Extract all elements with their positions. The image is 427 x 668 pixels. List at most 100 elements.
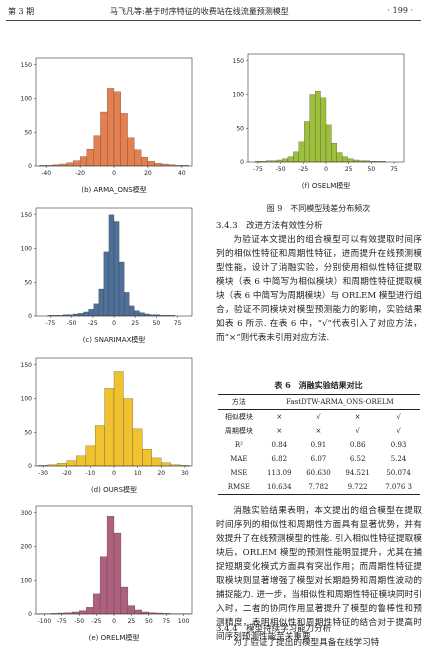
- x-tick-label: 25: [128, 618, 136, 625]
- x-tick-label: -25: [298, 166, 308, 173]
- x-tick-label: 0: [112, 618, 116, 625]
- bar: [124, 292, 130, 317]
- x-tick-label: 75: [162, 618, 170, 625]
- header-title: 马飞凡等:基于时序特征的收费站在线流量预测模型: [110, 7, 289, 16]
- table-cell: 周期模块: [224, 427, 253, 435]
- bar: [66, 460, 77, 467]
- bar: [83, 311, 89, 317]
- y-tick-label: 50: [24, 129, 32, 136]
- y-tick-label: 0: [28, 611, 32, 618]
- table-header: 方法 FastDTW-ARMA_ONS-ORELM: [218, 394, 420, 410]
- chart: -75 -50 -25 0 25 50 75 0 50 100 150 (c) SNARIMAX模型: [4, 202, 204, 350]
- table-row: RMSE 10.634 7.782 9.722 7.076 3: [218, 480, 420, 495]
- x-tick-label: -25: [88, 320, 98, 327]
- table-cell: 5.24: [390, 455, 407, 463]
- x-tick-label: 50: [368, 166, 376, 173]
- y-tick-label: 100: [21, 396, 33, 403]
- x-tick-label: -75: [253, 166, 263, 173]
- x-tick-label: 30: [181, 470, 189, 477]
- bar: [154, 163, 162, 167]
- bar: [353, 159, 359, 163]
- x-tick-label: -75: [46, 320, 56, 327]
- y-tick-label: 150: [21, 212, 33, 219]
- table-cell: 6.52: [349, 455, 366, 463]
- x-tick-label: 100: [178, 618, 190, 625]
- histogram: -75 -50 -25 0 25 50 75 0 50 100 150 (f) OSELM模型: [233, 53, 405, 190]
- chart-caption: (f) OSELM模型: [302, 181, 350, 190]
- bar: [141, 611, 149, 615]
- x-tick-label: 50: [153, 320, 161, 327]
- bar: [113, 532, 122, 615]
- chart: -30 -20 -10 0 10 20 30 0 50 100 150 (d) OURS模型: [4, 352, 204, 500]
- histogram: -40 -20 0 20 40 0 50 100 150 (b) ARMA_ONS模型: [21, 57, 193, 194]
- bar: [342, 156, 348, 163]
- bar: [304, 121, 310, 163]
- chart-caption: (e) ORELM模型: [89, 633, 140, 642]
- bar: [73, 313, 79, 317]
- table-cell: √: [316, 413, 321, 421]
- bar: [120, 586, 129, 615]
- bar: [104, 388, 115, 467]
- table-title: 表 6 消融实验结果对比: [274, 380, 363, 390]
- table-cell: 0.93: [390, 441, 407, 449]
- bar: [134, 609, 142, 615]
- section-heading: 3.4.3 改进方法有效性分析: [216, 221, 323, 231]
- table-cell: 7.076 3: [385, 483, 412, 491]
- table-row: MAE 6.82 6.07 6.52 5.24: [218, 452, 420, 466]
- y-tick-label: 0: [28, 313, 32, 320]
- y-tick-label: 0: [28, 463, 32, 470]
- bar: [103, 251, 110, 317]
- x-tick-label: -20: [62, 470, 72, 477]
- table-cell: 6.07: [310, 455, 327, 463]
- bar: [336, 152, 343, 163]
- x-tick-label: 40: [178, 170, 186, 177]
- header-page: · 199 ·: [387, 6, 413, 15]
- table-cell: 113.09: [267, 469, 292, 477]
- y-tick-label: 100: [21, 577, 33, 584]
- chart: -75 -50 -25 0 25 50 75 0 50 100 150 (f) OSELM模型: [216, 48, 416, 196]
- table-cell: 94.521: [345, 469, 370, 477]
- bar: [86, 149, 94, 167]
- bar: [282, 158, 289, 163]
- bar: [76, 455, 86, 467]
- table-cell: 7.782: [308, 483, 329, 491]
- bar: [127, 137, 135, 167]
- x-tick-label: 50: [145, 618, 153, 625]
- bar: [57, 463, 67, 467]
- table: 方法 FastDTW-ARMA_ONS-ORELM 相似模块 × √ × √ 周期模块 × ×…: [218, 394, 420, 495]
- table-cell: √: [396, 427, 401, 435]
- table-cell: 50.074: [386, 469, 411, 477]
- table-row: R² 0.84 0.91 0.86 0.93: [218, 438, 420, 452]
- bar: [100, 111, 108, 167]
- table-row: 周期模块 × × √ √: [218, 424, 420, 438]
- bar: [93, 303, 99, 317]
- histogram: -30 -20 -10 0 10 20 30 0 50 100 150 (d) OURS模型: [21, 357, 193, 494]
- chart-caption: (c) SNARIMAX模型: [83, 335, 146, 344]
- y-tick-label: 50: [236, 125, 244, 132]
- header-cell: FastDTW-ARMA_ONS-ORELM: [286, 398, 394, 406]
- chart-caption: (b) ARMA_ONS模型: [81, 185, 146, 194]
- x-tick-label: 10: [134, 470, 142, 477]
- bar: [92, 593, 101, 615]
- bar: [347, 158, 354, 163]
- header-cell: 方法: [231, 398, 246, 406]
- table-cell: R²: [234, 441, 243, 449]
- x-tick-label: 75: [174, 320, 182, 327]
- x-tick-label: 0: [112, 320, 116, 327]
- bar: [66, 162, 74, 167]
- table-cell: 0.91: [310, 441, 327, 449]
- header-rule: [6, 20, 421, 21]
- bar: [331, 142, 338, 163]
- table-cell: 相似模块: [224, 413, 253, 421]
- x-tick-label: 75: [390, 166, 398, 173]
- table-cell: 9.722: [347, 483, 368, 491]
- bar: [113, 221, 120, 317]
- table-cell: √: [396, 413, 401, 421]
- header-left: 第 3 期: [8, 7, 35, 16]
- table-cell: 10.634: [267, 483, 292, 491]
- bar: [287, 156, 294, 163]
- x-tick-label: -50: [276, 166, 286, 173]
- bar: [73, 160, 81, 167]
- bar: [142, 449, 152, 467]
- bar: [134, 310, 140, 317]
